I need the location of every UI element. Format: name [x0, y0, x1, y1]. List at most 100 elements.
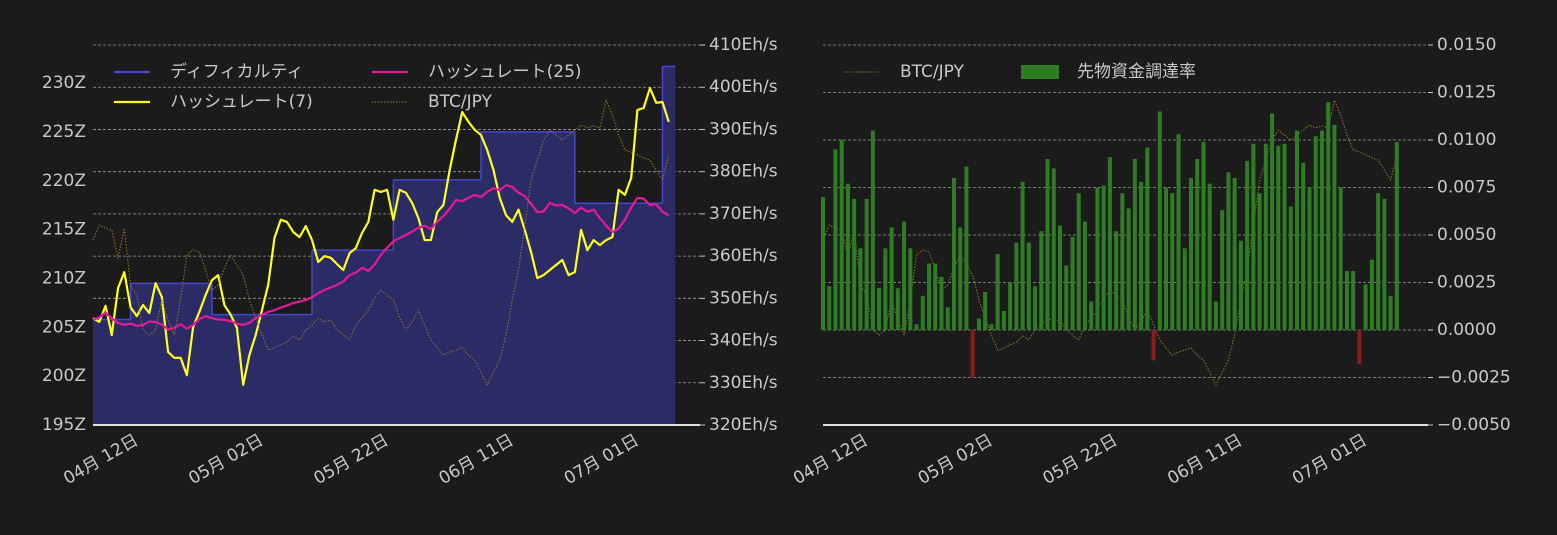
bar — [1139, 181, 1144, 330]
step-area — [93, 319, 100, 425]
bar — [1201, 141, 1206, 330]
bar — [1369, 259, 1374, 330]
bar — [864, 198, 869, 330]
bar — [1051, 168, 1056, 330]
bar — [1033, 286, 1038, 330]
step-area — [649, 203, 657, 425]
step-area — [330, 250, 338, 425]
step-area — [537, 131, 544, 426]
step-area — [587, 203, 594, 425]
step-area — [374, 250, 382, 425]
line-series — [92, 86, 670, 386]
y-tick-label: 215Z — [42, 220, 86, 240]
step-area — [249, 314, 257, 425]
step-area — [462, 179, 469, 425]
y-tick-label: 220Z — [42, 171, 86, 191]
step-area — [593, 203, 601, 425]
bar — [870, 130, 875, 330]
y-tick-label: 0.0100 — [1437, 130, 1496, 150]
step-area — [286, 314, 294, 425]
y-tick-label: 320Eh/s — [709, 415, 778, 435]
y-tick-label: 0.0150 — [1437, 35, 1496, 55]
line-series — [822, 99, 1398, 386]
bar — [827, 286, 832, 330]
bar — [951, 178, 956, 330]
step-area — [230, 314, 238, 425]
bar — [1282, 143, 1287, 330]
y-tick-label: 0.0125 — [1437, 83, 1496, 103]
legend-label: ハッシュレート(25) — [428, 62, 582, 82]
bar — [1008, 282, 1013, 330]
step-area — [293, 314, 300, 425]
bar — [1338, 187, 1343, 330]
bar — [1107, 157, 1112, 330]
step-area — [268, 314, 275, 425]
step-area — [180, 283, 188, 425]
y-tick-label: 0.0025 — [1437, 273, 1496, 293]
bar — [877, 288, 882, 330]
y-tick-label: 360Eh/s — [709, 246, 778, 266]
bar — [1132, 159, 1137, 330]
bar — [933, 263, 938, 330]
step-area — [387, 250, 394, 425]
bar — [1238, 240, 1243, 330]
bar — [1014, 242, 1019, 330]
bar — [1307, 187, 1312, 330]
bar — [1082, 221, 1087, 330]
y-tick-label: 205Z — [42, 317, 86, 337]
bar — [1101, 185, 1106, 330]
step-area — [218, 314, 225, 425]
bar — [1114, 231, 1119, 330]
step-area — [318, 250, 325, 425]
bar — [1095, 187, 1100, 330]
bar — [1039, 231, 1044, 330]
step-area — [531, 131, 538, 426]
bar — [883, 248, 888, 330]
bar — [1195, 159, 1200, 330]
step-area — [136, 283, 144, 425]
bar — [976, 318, 981, 330]
y-tick-label: 390Eh/s — [709, 119, 778, 139]
step-area — [568, 131, 576, 426]
bar — [1245, 160, 1250, 330]
y-tick-label: 230Z — [42, 73, 86, 93]
step-area — [631, 203, 638, 425]
bar — [1263, 143, 1268, 330]
step-area — [612, 203, 619, 425]
y-tick-label: 330Eh/s — [709, 373, 778, 393]
step-area — [124, 319, 131, 425]
step-area — [618, 203, 626, 425]
step-area — [99, 319, 106, 425]
bar — [945, 307, 950, 330]
step-area — [130, 283, 138, 425]
step-area — [449, 179, 457, 425]
bar — [983, 292, 988, 330]
bar — [1344, 271, 1349, 330]
step-area — [637, 203, 644, 425]
legend-label: 先物資金調達率 — [1077, 62, 1196, 82]
step-area — [437, 179, 444, 425]
bar — [858, 248, 863, 330]
step-area — [143, 283, 150, 425]
bar — [927, 263, 932, 330]
step-area — [193, 283, 200, 425]
y-tick-label: 0.0050 — [1437, 225, 1496, 245]
bar — [1058, 225, 1063, 330]
bar — [1270, 113, 1275, 331]
bar — [1363, 284, 1368, 330]
bar — [1089, 301, 1094, 330]
line-series — [92, 99, 670, 386]
bar — [1076, 193, 1081, 330]
y-tick-label: 225Z — [42, 122, 86, 142]
step-area — [236, 314, 244, 425]
step-area — [412, 179, 419, 425]
step-area — [105, 319, 113, 425]
legend-label: ディフィカルティ — [170, 61, 303, 82]
step-area — [280, 314, 288, 425]
bar — [1145, 147, 1150, 330]
step-area — [474, 179, 482, 425]
step-area — [161, 283, 169, 425]
step-area — [668, 66, 676, 426]
step-area — [499, 131, 507, 426]
bar — [1026, 242, 1031, 330]
